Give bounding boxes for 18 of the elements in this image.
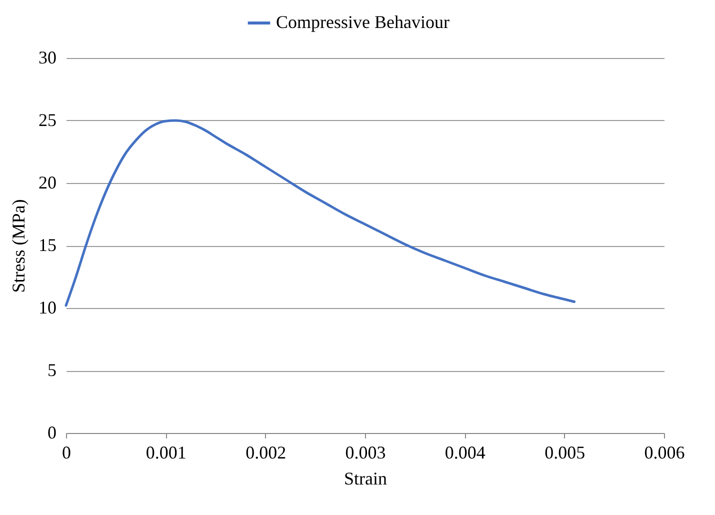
line-series: [64, 119, 576, 307]
y-axis-title: Stress (MPa): [8, 199, 28, 293]
y-tick-label: 0: [48, 422, 56, 442]
y-tick-label: 5: [48, 360, 56, 380]
x-tick-label: 0.005: [544, 442, 586, 462]
x-tick-label: 0.006: [644, 442, 685, 462]
y-tick-label: 15: [38, 235, 56, 255]
x-tick-label: 0.001: [146, 442, 186, 462]
y-tick-label: 30: [38, 48, 56, 68]
y-tick-label: 25: [38, 110, 56, 130]
y-tick-label: 20: [38, 172, 56, 192]
x-tick-label: 0.002: [246, 442, 286, 462]
legend-label: Compressive Behaviour: [276, 12, 450, 32]
y-tick-label: 10: [38, 298, 56, 318]
x-tick-label: 0: [62, 442, 71, 462]
x-tick-label: 0.003: [345, 442, 386, 462]
x-tick-label: 0.004: [444, 442, 486, 462]
x-axis-title: Strain: [344, 468, 387, 488]
